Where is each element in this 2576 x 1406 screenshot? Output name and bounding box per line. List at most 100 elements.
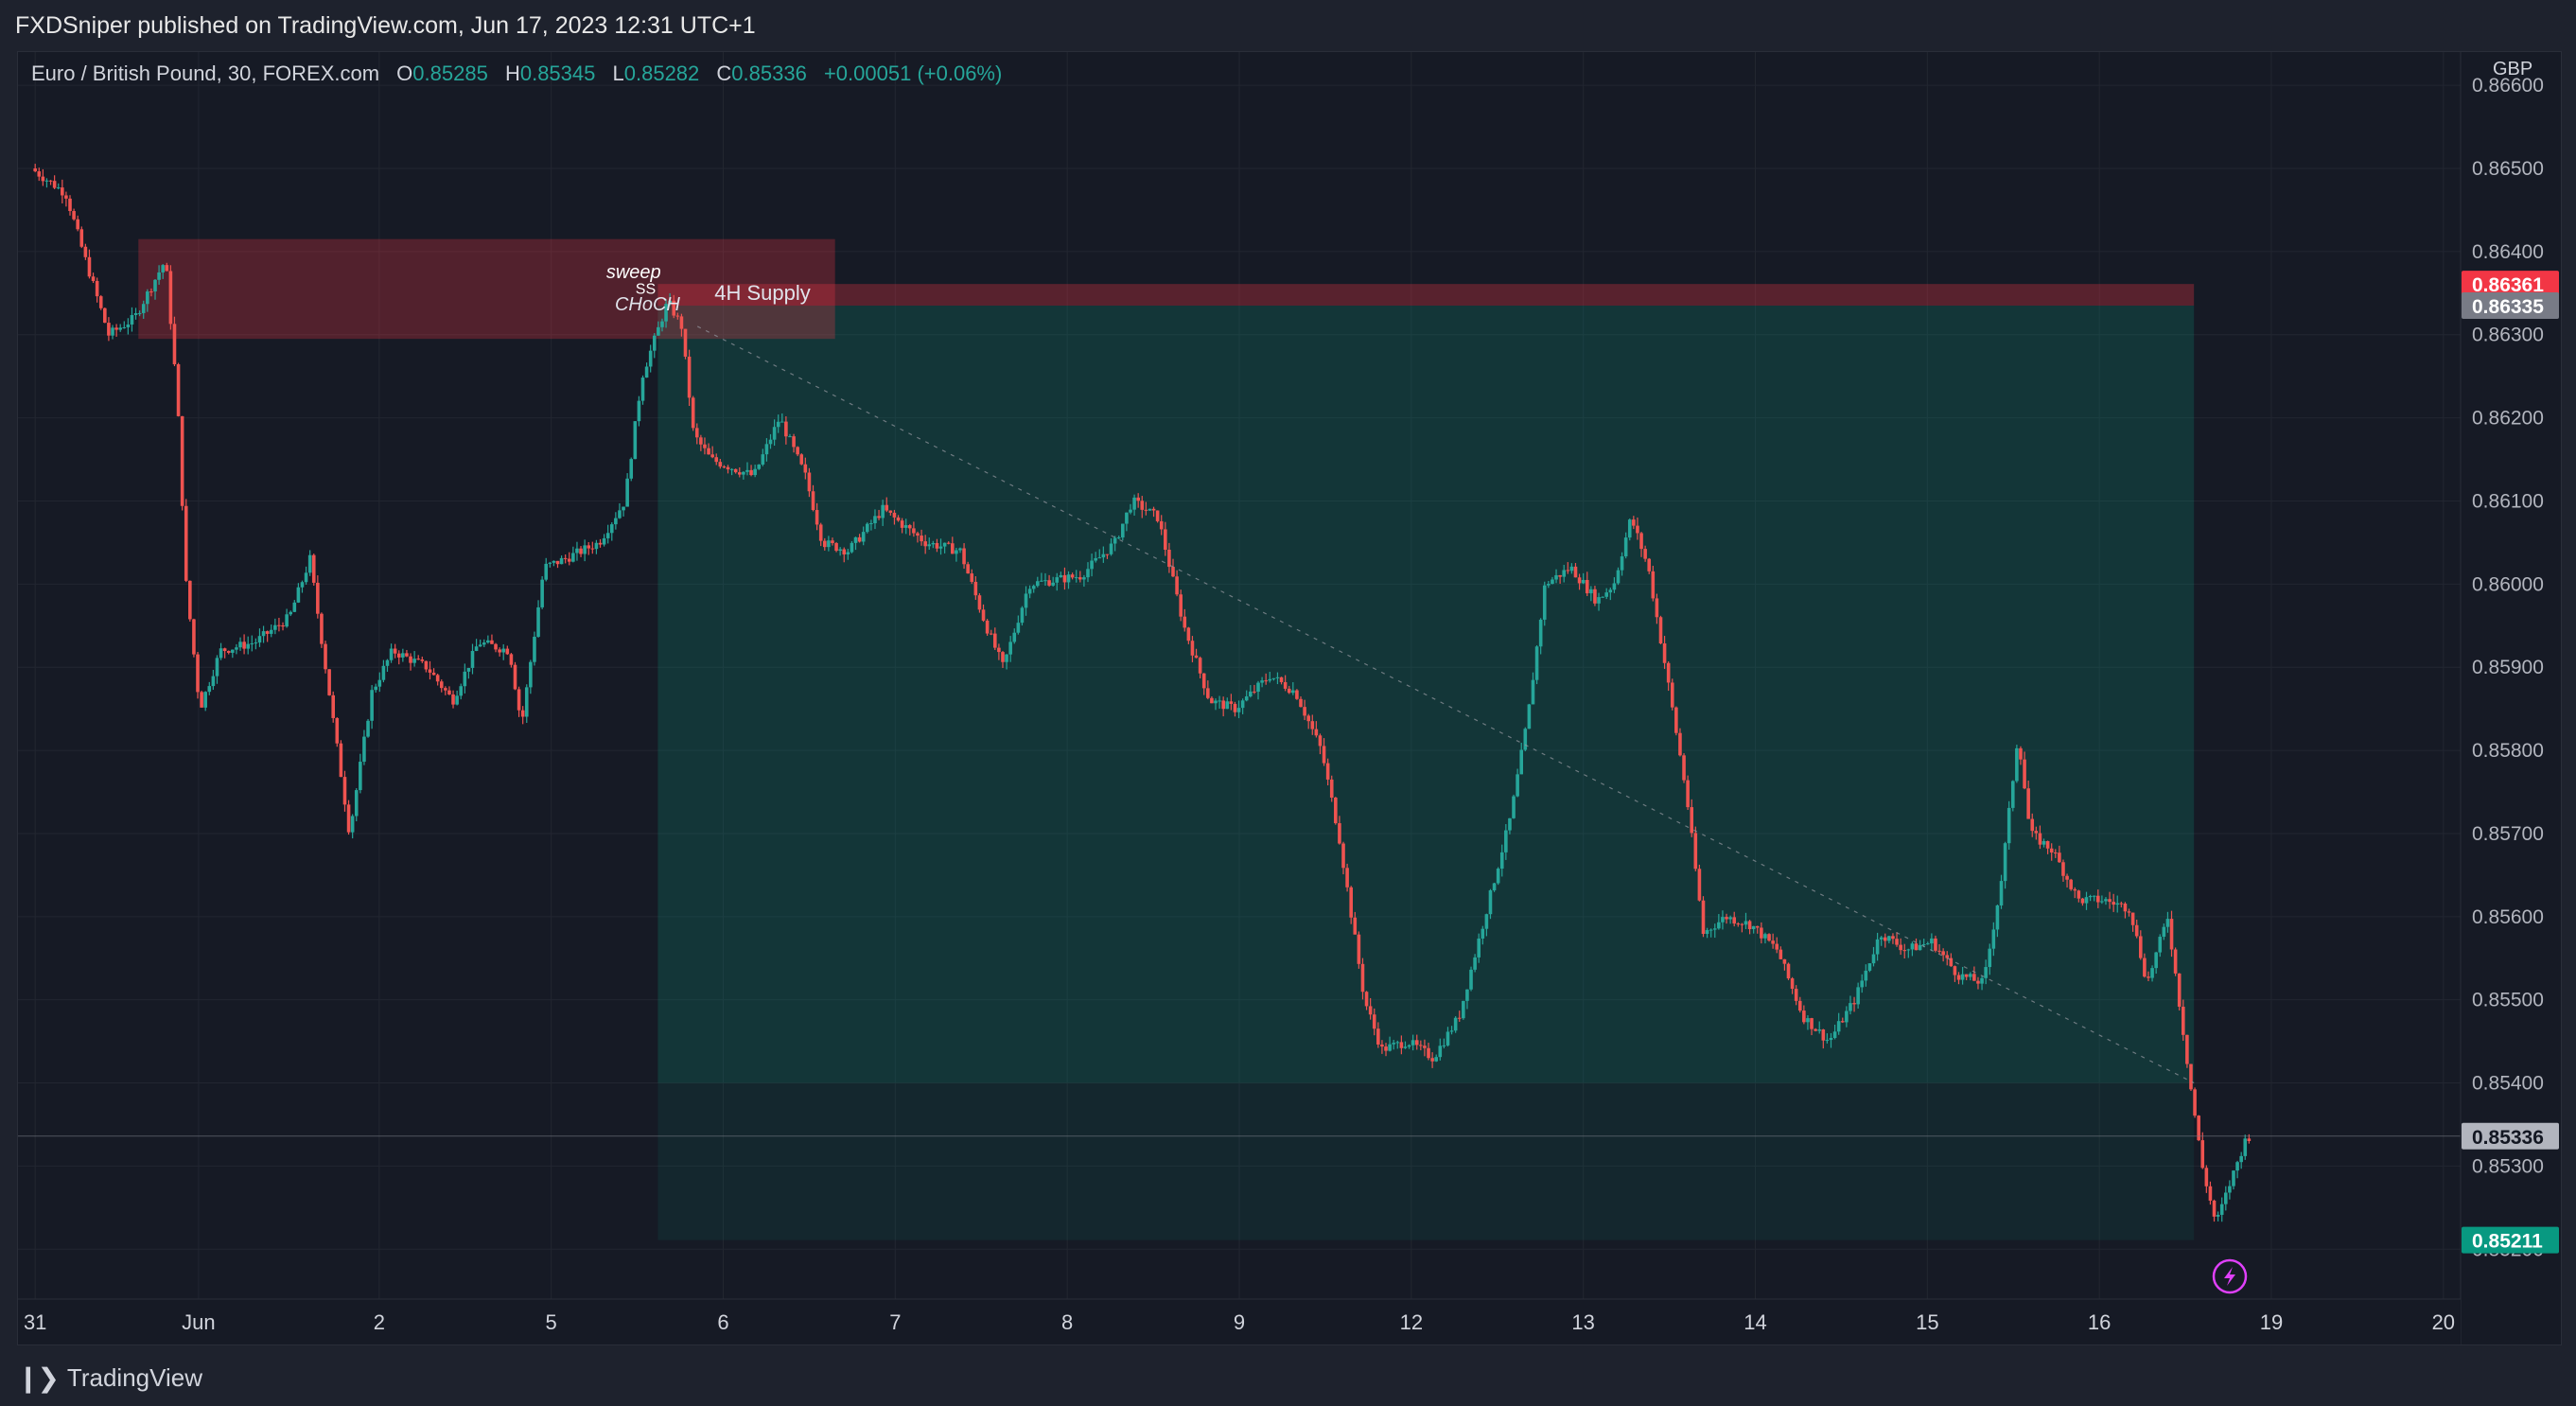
candle-body [2100, 901, 2104, 903]
candle-body [745, 469, 749, 472]
candle-body [1523, 729, 1528, 750]
candle-body [257, 636, 262, 643]
candle-body [1601, 596, 1604, 598]
candle-body [1712, 928, 1717, 930]
candle-body [2154, 952, 2158, 969]
time-tick-label: 7 [889, 1310, 901, 1334]
candle-body [2197, 1116, 2200, 1141]
candle-body [873, 516, 877, 523]
candle-body [362, 736, 366, 763]
candle-body [583, 545, 587, 554]
candle-body [107, 323, 111, 336]
candle-body [1790, 978, 1795, 990]
candle-body [1728, 917, 1732, 920]
candle-body [602, 537, 606, 545]
candle-body [33, 168, 37, 172]
axis-currency: GBP [2493, 59, 2532, 79]
candle-body [2138, 936, 2143, 958]
candle-body [1732, 917, 1737, 924]
time-tick-label: 12 [1400, 1310, 1423, 1334]
candle-body [2165, 919, 2170, 927]
price-badge: 0.85211 [2462, 1226, 2559, 1254]
candle-body [1295, 690, 1299, 699]
candle-body [861, 532, 866, 542]
candle-body [675, 315, 680, 317]
candle-body [780, 421, 784, 423]
candle-body [1341, 843, 1345, 869]
candle-body [1797, 1000, 1802, 1011]
chart-frame[interactable]: GBP 0.86600 0.86500 0.86400 0.86300 0.86200 0… [17, 51, 2562, 1345]
candle-body [203, 692, 207, 708]
candle-body [1066, 574, 1071, 583]
candle-body [1569, 566, 1574, 571]
time-axis-panel[interactable] [18, 1299, 2461, 1344]
candle-body [742, 471, 745, 475]
candle-body [1910, 943, 1915, 950]
candle-body [1236, 708, 1241, 712]
candle-body [2084, 897, 2089, 904]
candles-layer [33, 164, 2252, 1222]
price-tick-label: 0.86500 [2472, 158, 2544, 180]
candle-body [1547, 584, 1551, 586]
candle-body [1047, 580, 1051, 586]
candle-body [444, 688, 447, 691]
candle-body [1643, 549, 1647, 559]
candle-body [72, 211, 76, 220]
candle-body [1821, 1029, 1826, 1041]
candle-body [1488, 890, 1493, 915]
candle-body [2243, 1138, 2248, 1156]
price-badge-label: 0.86361 [2472, 274, 2544, 296]
candle-body [1512, 796, 1516, 818]
candle-body [707, 448, 710, 455]
candle-body [1279, 677, 1284, 682]
tradingview-logo-icon[interactable]: ❙❯ [17, 1362, 60, 1393]
candle-body [2010, 781, 2015, 808]
candle-body [946, 542, 951, 544]
candle-body [1678, 732, 1682, 756]
candle-body [536, 606, 540, 637]
candle-body [815, 510, 819, 525]
candle-body [2134, 924, 2139, 937]
candle-body [1031, 586, 1036, 589]
candle-body [1253, 691, 1256, 693]
candle-body [1934, 938, 1937, 951]
svg-text:Euro / British Pound, 30, FORE: Euro / British Pound, 30, FOREX.com O0.8… [31, 62, 1002, 85]
candle-body [2080, 898, 2085, 904]
candle-body [1558, 574, 1562, 577]
candle-body [1434, 1057, 1438, 1062]
candle-body [1171, 567, 1175, 577]
candle-body [2189, 1063, 2193, 1090]
tradingview-brand[interactable]: TradingView [66, 1362, 202, 1392]
price-tick-label: 0.86000 [2472, 573, 2544, 595]
candle-body [76, 219, 79, 230]
candle-body [354, 790, 359, 817]
candle-body [1136, 497, 1140, 501]
candle-body [470, 650, 475, 668]
candle-body [1693, 833, 1698, 870]
candle-body [2169, 919, 2174, 950]
candle-body [892, 512, 897, 518]
candle-body [1802, 1011, 1806, 1023]
candle-body [1249, 691, 1253, 697]
candle-body [1164, 529, 1167, 550]
lightning-icon[interactable] [2212, 1258, 2248, 1294]
candle-body [1325, 763, 1330, 780]
candle-body [1062, 574, 1067, 583]
candle-body [2112, 902, 2115, 905]
candle-body [594, 542, 599, 550]
candle-body [916, 533, 920, 536]
candle-body [1825, 1040, 1830, 1042]
candle-body [1666, 662, 1671, 683]
candle-body [1636, 525, 1639, 534]
price-chart[interactable]: GBP 0.866000.865000.864000.863000.862000… [18, 52, 2561, 1344]
candle-body [254, 642, 258, 644]
candle-body [1264, 680, 1268, 682]
time-tick-label: 8 [1061, 1310, 1073, 1334]
candle-body [474, 646, 479, 651]
candle-body [1632, 519, 1636, 526]
candle-body [2193, 1089, 2197, 1116]
candle-body [1225, 701, 1230, 710]
candle-body [2095, 895, 2100, 903]
time-tick-label: 14 [1744, 1310, 1766, 1334]
candle-body [1283, 681, 1288, 689]
